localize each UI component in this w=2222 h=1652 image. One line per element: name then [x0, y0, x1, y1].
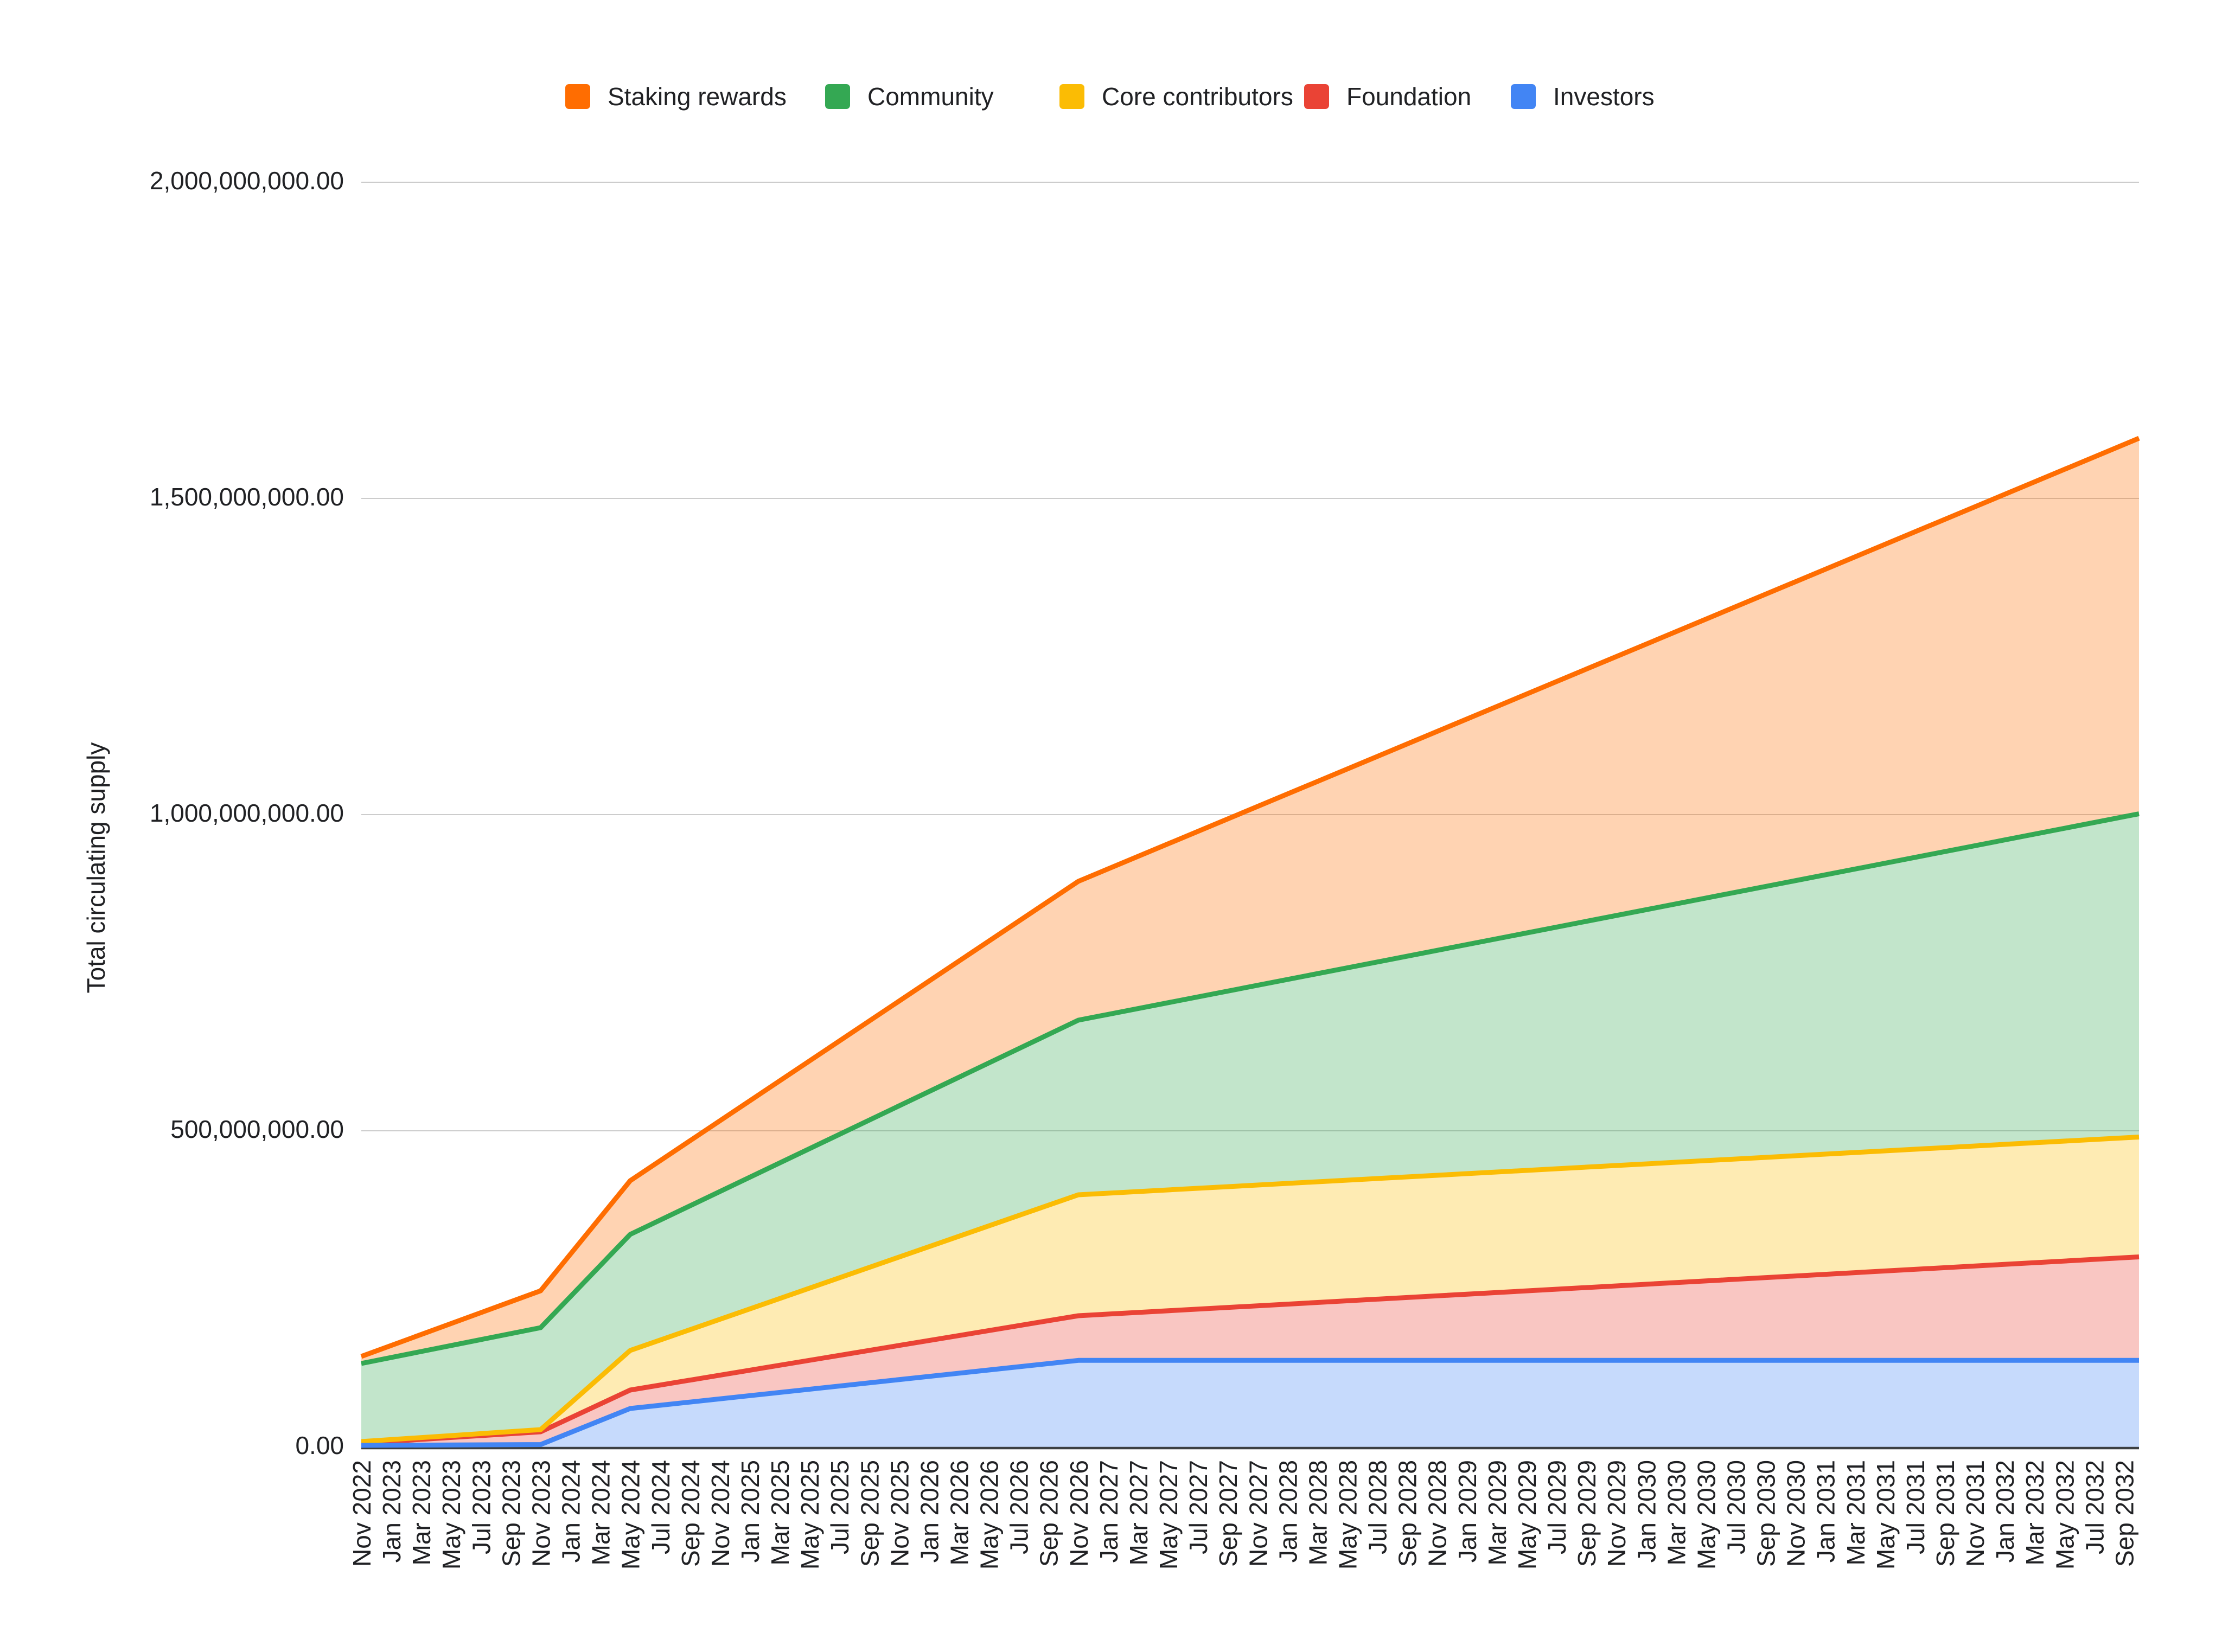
svg-text:Jan 2029: Jan 2029 — [1453, 1460, 1482, 1563]
svg-text:Nov 2022: Nov 2022 — [348, 1460, 376, 1567]
svg-text:0.00: 0.00 — [295, 1431, 344, 1459]
svg-text:Sep 2029: Sep 2029 — [1573, 1460, 1601, 1567]
svg-text:May 2030: May 2030 — [1692, 1460, 1720, 1570]
svg-text:Mar 2028: Mar 2028 — [1304, 1460, 1332, 1565]
svg-text:Sep 2024: Sep 2024 — [676, 1460, 705, 1567]
svg-text:Foundation: Foundation — [1346, 82, 1471, 111]
svg-text:Mar 2023: Mar 2023 — [407, 1460, 436, 1565]
svg-text:Jul 2032: Jul 2032 — [2080, 1460, 2109, 1554]
svg-text:500,000,000.00: 500,000,000.00 — [170, 1115, 344, 1143]
svg-text:Staking rewards: Staking rewards — [608, 82, 787, 111]
svg-text:Jan 2027: Jan 2027 — [1095, 1460, 1123, 1563]
svg-text:May 2025: May 2025 — [796, 1460, 824, 1570]
svg-text:May 2029: May 2029 — [1513, 1460, 1541, 1570]
svg-text:Nov 2028: Nov 2028 — [1423, 1460, 1452, 1567]
svg-text:Sep 2030: Sep 2030 — [1752, 1460, 1780, 1567]
svg-text:Jul 2028: Jul 2028 — [1364, 1460, 1392, 1554]
svg-text:Jul 2026: Jul 2026 — [1005, 1460, 1033, 1554]
svg-text:Nov 2030: Nov 2030 — [1782, 1460, 1810, 1567]
svg-text:Mar 2027: Mar 2027 — [1125, 1460, 1153, 1565]
svg-text:May 2028: May 2028 — [1334, 1460, 1362, 1570]
svg-text:Mar 2026: Mar 2026 — [946, 1460, 974, 1565]
svg-text:Mar 2029: Mar 2029 — [1483, 1460, 1511, 1565]
svg-text:Sep 2031: Sep 2031 — [1931, 1460, 1959, 1567]
svg-text:Nov 2029: Nov 2029 — [1602, 1460, 1631, 1567]
svg-text:Mar 2031: Mar 2031 — [1842, 1460, 1870, 1565]
svg-text:Jan 2023: Jan 2023 — [378, 1460, 406, 1563]
svg-text:May 2023: May 2023 — [437, 1460, 465, 1570]
svg-text:1,500,000,000.00: 1,500,000,000.00 — [150, 483, 344, 511]
svg-text:Jul 2029: Jul 2029 — [1543, 1460, 1571, 1554]
svg-text:Jul 2025: Jul 2025 — [826, 1460, 854, 1554]
svg-text:Sep 2028: Sep 2028 — [1394, 1460, 1422, 1567]
svg-text:Sep 2025: Sep 2025 — [855, 1460, 884, 1567]
svg-text:Core contributors: Core contributors — [1102, 82, 1293, 111]
svg-text:Mar 2032: Mar 2032 — [2021, 1460, 2049, 1565]
svg-text:Jan 2028: Jan 2028 — [1274, 1460, 1302, 1563]
svg-text:Jul 2027: Jul 2027 — [1184, 1460, 1212, 1554]
svg-text:2,000,000,000.00: 2,000,000,000.00 — [150, 167, 344, 195]
svg-text:Nov 2027: Nov 2027 — [1244, 1460, 1272, 1567]
svg-text:Jan 2026: Jan 2026 — [915, 1460, 943, 1563]
svg-text:May 2031: May 2031 — [1872, 1460, 1900, 1570]
svg-text:Mar 2024: Mar 2024 — [587, 1460, 615, 1565]
svg-text:Mar 2025: Mar 2025 — [766, 1460, 794, 1565]
svg-text:Sep 2032: Sep 2032 — [2111, 1460, 2139, 1567]
svg-text:May 2027: May 2027 — [1154, 1460, 1183, 1570]
svg-text:Nov 2026: Nov 2026 — [1065, 1460, 1093, 1567]
svg-text:Nov 2023: Nov 2023 — [527, 1460, 556, 1567]
svg-text:Jul 2030: Jul 2030 — [1722, 1460, 1751, 1554]
svg-text:Jan 2025: Jan 2025 — [736, 1460, 764, 1563]
svg-text:Jul 2024: Jul 2024 — [647, 1460, 675, 1554]
svg-text:Mar 2030: Mar 2030 — [1662, 1460, 1690, 1565]
svg-text:Sep 2027: Sep 2027 — [1214, 1460, 1242, 1567]
svg-text:Investors: Investors — [1553, 82, 1655, 111]
svg-text:Jan 2030: Jan 2030 — [1632, 1460, 1661, 1563]
svg-text:1,000,000,000.00: 1,000,000,000.00 — [150, 799, 344, 827]
svg-text:Sep 2023: Sep 2023 — [497, 1460, 525, 1567]
svg-text:Jul 2031: Jul 2031 — [1901, 1460, 1930, 1554]
svg-text:Jul 2023: Jul 2023 — [467, 1460, 495, 1554]
svg-text:Nov 2024: Nov 2024 — [706, 1460, 735, 1567]
svg-text:May 2024: May 2024 — [617, 1460, 645, 1570]
svg-text:Sep 2026: Sep 2026 — [1035, 1460, 1063, 1567]
svg-text:May 2026: May 2026 — [975, 1460, 1004, 1570]
svg-text:May 2032: May 2032 — [2051, 1460, 2079, 1570]
svg-text:Nov 2025: Nov 2025 — [885, 1460, 914, 1567]
svg-text:Nov 2031: Nov 2031 — [1961, 1460, 1989, 1567]
svg-text:Community: Community — [867, 82, 994, 111]
svg-text:Jan 2032: Jan 2032 — [1991, 1460, 2019, 1563]
svg-text:Jan 2031: Jan 2031 — [1812, 1460, 1840, 1563]
svg-text:Jan 2024: Jan 2024 — [557, 1460, 585, 1563]
svg-text:Total circulating supply: Total circulating supply — [82, 742, 110, 994]
